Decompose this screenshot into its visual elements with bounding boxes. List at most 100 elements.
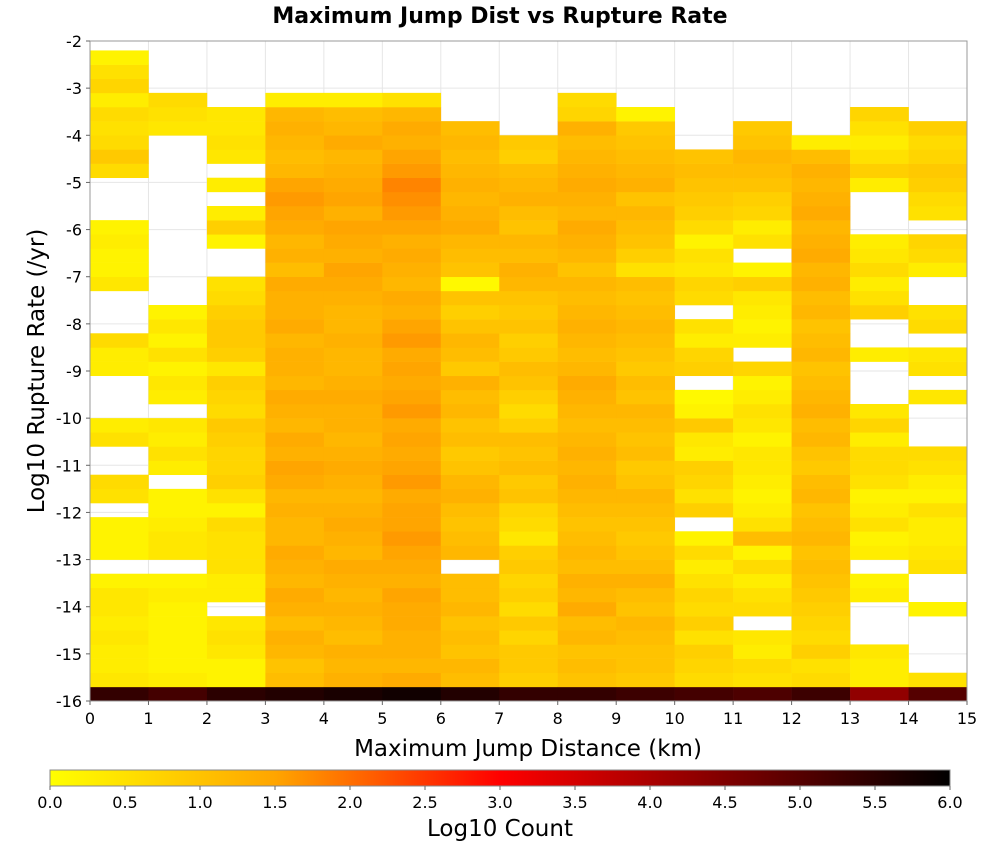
heatmap-cell <box>323 234 383 249</box>
colorbar-tick-label: 5.0 <box>787 793 812 812</box>
heatmap-cell <box>733 163 792 179</box>
heatmap-cell <box>148 545 208 560</box>
heatmap-cell <box>674 616 734 631</box>
heatmap-cell <box>440 517 500 532</box>
heatmap-cell <box>557 658 617 674</box>
heatmap-cell <box>733 460 792 476</box>
heatmap-cell <box>791 276 851 292</box>
heatmap-cell <box>616 587 675 603</box>
heatmap-cell <box>850 163 909 179</box>
x-tick-label: 10 <box>664 709 684 728</box>
heatmap-cell <box>791 587 851 603</box>
heatmap-cell <box>382 404 442 419</box>
heatmap-cell <box>90 658 149 674</box>
heatmap-cell <box>733 418 792 433</box>
heatmap-cell <box>206 616 266 631</box>
x-tick-label: 3 <box>260 709 270 728</box>
heatmap-cell <box>382 191 442 207</box>
heatmap-cell <box>90 644 149 659</box>
heatmap-cell <box>90 276 149 292</box>
y-tick-label: -12 <box>56 503 82 522</box>
heatmap-cell <box>440 375 500 391</box>
heatmap-cell <box>323 163 383 179</box>
heatmap-cell <box>265 460 325 476</box>
heatmap-cell <box>206 121 266 136</box>
heatmap-cell <box>382 375 442 391</box>
heatmap-cell <box>850 460 909 476</box>
heatmap-cell <box>148 375 208 391</box>
heatmap-cell <box>265 418 325 433</box>
heatmap-cell <box>440 389 500 405</box>
heatmap-cell <box>557 630 617 645</box>
heatmap-cell <box>323 517 383 532</box>
heatmap-cell <box>499 630 559 645</box>
heatmap-cell <box>440 361 500 377</box>
heatmap-cell <box>90 262 149 278</box>
heatmap-cell <box>557 531 617 546</box>
heatmap-cell <box>265 107 325 122</box>
heatmap-cell <box>440 672 500 688</box>
heatmap-cell <box>90 333 149 348</box>
heatmap-cell <box>148 418 208 433</box>
heatmap-cell <box>323 389 383 405</box>
heatmap-cell <box>323 319 383 334</box>
heatmap-cell <box>616 248 675 263</box>
heatmap-cell <box>206 177 266 193</box>
heatmap-cell <box>850 686 909 702</box>
heatmap-cell <box>323 432 383 447</box>
heatmap-cell <box>733 234 792 249</box>
heatmap-cell <box>265 559 325 575</box>
heatmap-cell <box>791 191 851 207</box>
heatmap-cell <box>616 121 675 136</box>
heatmap-cell <box>791 361 851 377</box>
y-tick-label: -2 <box>66 32 82 51</box>
heatmap-cell <box>733 503 792 518</box>
heatmap-cell <box>850 177 909 193</box>
heatmap-cell <box>733 644 792 659</box>
heatmap-cell <box>733 121 792 136</box>
heatmap-cell <box>850 404 909 419</box>
heatmap-cell <box>382 446 442 461</box>
heatmap-cell <box>908 672 968 688</box>
heatmap-cell <box>265 573 325 589</box>
heatmap-cell <box>499 460 559 476</box>
heatmap-cell <box>440 446 500 461</box>
heatmap-cell <box>499 672 559 688</box>
heatmap-cell <box>440 432 500 447</box>
heatmap-cell <box>499 319 559 334</box>
heatmap-cell <box>557 276 617 292</box>
heatmap-cell <box>674 488 734 504</box>
y-tick-label: -3 <box>66 79 82 98</box>
heatmap-cell <box>148 107 208 122</box>
y-tick-label: -14 <box>56 598 82 617</box>
heatmap-cell <box>148 92 208 108</box>
y-tick-label: -9 <box>66 362 82 381</box>
heatmap-cell <box>382 432 442 447</box>
y-axis-label: Log10 Rupture Rate (/yr) <box>24 229 50 514</box>
heatmap-cell <box>265 361 325 377</box>
heatmap-cell <box>791 616 851 631</box>
heatmap-cell <box>850 488 909 504</box>
heatmap-cell <box>265 644 325 659</box>
heatmap-cell <box>908 248 968 263</box>
heatmap-cell <box>791 658 851 674</box>
heatmap-cell <box>908 234 968 249</box>
heatmap-cell <box>674 644 734 659</box>
heatmap-cell <box>850 305 909 320</box>
heatmap-cell <box>382 418 442 433</box>
heatmap-cell <box>557 290 617 306</box>
heatmap-cell <box>674 418 734 433</box>
heatmap-cell <box>499 276 559 292</box>
heatmap-cell <box>148 517 208 532</box>
heatmap-cell <box>323 559 383 575</box>
heatmap-cell <box>616 672 675 688</box>
heatmap-cell <box>674 602 734 617</box>
heatmap-cell <box>850 276 909 292</box>
heatmap-cell <box>206 686 266 702</box>
heatmap-cell <box>440 276 500 292</box>
heatmap-cell <box>440 234 500 249</box>
heatmap-cell <box>791 163 851 179</box>
heatmap-cell <box>616 503 675 518</box>
heatmap-cell <box>265 262 325 278</box>
heatmap-cell <box>265 488 325 504</box>
